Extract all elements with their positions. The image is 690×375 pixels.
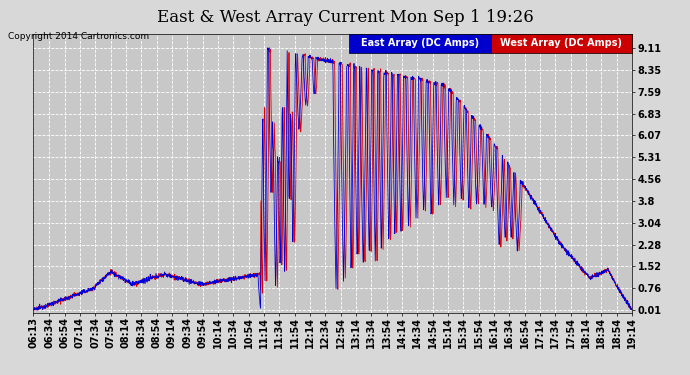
Text: East & West Array Current Mon Sep 1 19:26: East & West Array Current Mon Sep 1 19:2… bbox=[157, 9, 533, 26]
Text: West Array (DC Amps): West Array (DC Amps) bbox=[500, 39, 622, 48]
Text: East Array (DC Amps): East Array (DC Amps) bbox=[361, 39, 479, 48]
Text: Copyright 2014 Cartronics.com: Copyright 2014 Cartronics.com bbox=[8, 32, 150, 41]
